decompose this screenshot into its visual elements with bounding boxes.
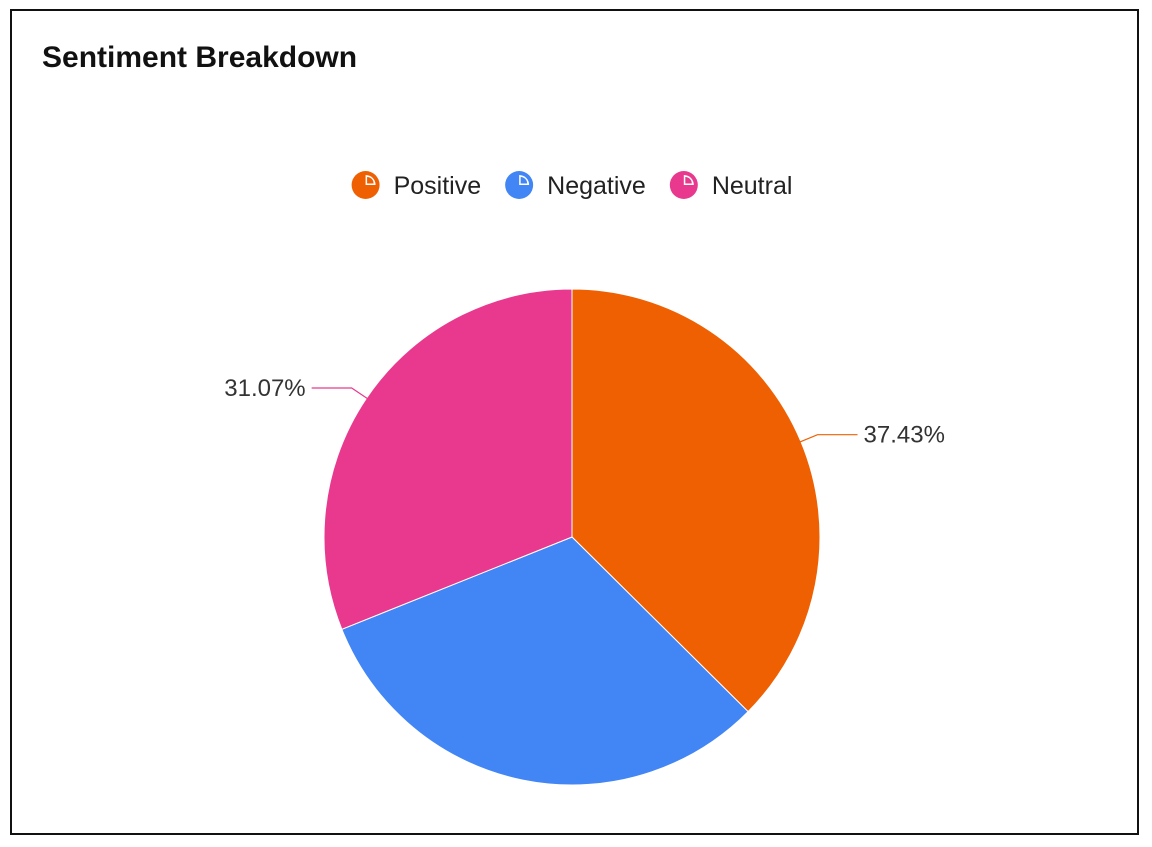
chart-title: Sentiment Breakdown <box>42 41 358 74</box>
legend-label: Positive <box>394 172 482 200</box>
leader-line-positive <box>798 434 858 443</box>
pie-icon <box>505 171 534 199</box>
leader-line-neutral <box>311 387 369 400</box>
legend-item-positive[interactable]: Positive <box>351 171 482 200</box>
pie-slices <box>323 288 821 786</box>
pie-data-labels: 37.43% 31.07% <box>224 375 945 449</box>
slice-negative[interactable] <box>341 536 749 786</box>
legend-item-neutral[interactable]: Neutral <box>669 171 793 200</box>
legend-label: Negative <box>547 172 646 200</box>
legend-label: Neutral <box>712 172 793 200</box>
data-label-neutral: 31.07% <box>224 375 305 402</box>
legend-item-negative[interactable]: Negative <box>505 171 646 200</box>
pie-icon <box>669 171 698 199</box>
data-label-positive: 37.43% <box>864 422 945 449</box>
pie-icon <box>351 171 380 199</box>
chart-legend: Positive Negative Neutral <box>351 171 793 200</box>
